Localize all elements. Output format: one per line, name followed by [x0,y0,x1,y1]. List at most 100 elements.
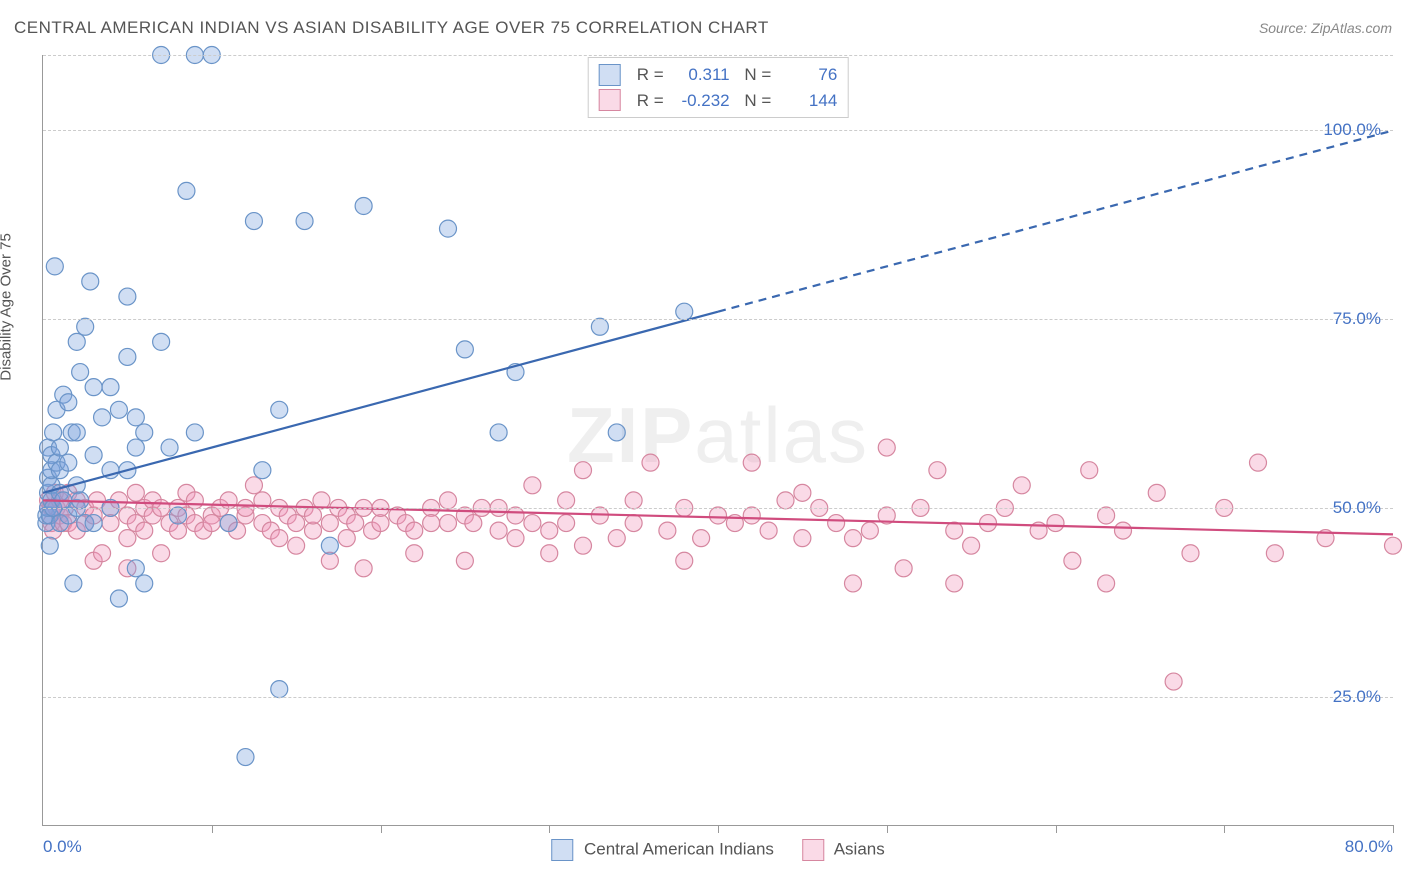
data-point [85,515,102,532]
data-point [161,439,178,456]
x-tick [1224,825,1225,833]
data-point [845,530,862,547]
data-point [1148,484,1165,501]
data-point [608,530,625,547]
legend-row-series-1: R = 0.311 N = 76 [599,62,838,88]
data-point [963,537,980,554]
data-point [1098,507,1115,524]
data-point [305,522,322,539]
data-point [440,492,457,509]
data-point [110,590,127,607]
data-point [77,318,94,335]
x-axis-max-label: 80.0% [1345,837,1393,857]
data-point [254,462,271,479]
data-point [1047,515,1064,532]
legend-item-2: Asians [802,839,885,861]
x-tick [1056,825,1057,833]
data-point [60,454,77,471]
legend-row-series-2: R = -0.232 N = 144 [599,88,838,114]
source-attribution: Source: ZipAtlas.com [1259,20,1392,36]
data-point [119,288,136,305]
data-point [170,522,187,539]
gridline-h [43,319,1393,320]
data-point [465,515,482,532]
data-point [575,462,592,479]
y-axis-label: Disability Age Over 75 [0,233,15,381]
title-bar: CENTRAL AMERICAN INDIAN VS ASIAN DISABIL… [14,18,1392,38]
data-point [794,530,811,547]
regression-line [43,312,718,493]
data-point [186,424,203,441]
data-point [558,492,575,509]
data-point [895,560,912,577]
data-point [440,220,457,237]
legend-swatch-1 [599,64,621,86]
data-point [136,575,153,592]
data-point [178,182,195,199]
n-label: N = [740,88,772,114]
data-point [541,545,558,562]
data-point [245,213,262,230]
gridline-h [43,130,1393,131]
data-point [878,439,895,456]
data-point [608,424,625,441]
data-point [1013,477,1030,494]
data-point [524,477,541,494]
gridline-h [43,697,1393,698]
data-point [51,439,68,456]
data-point [625,515,642,532]
x-axis-min-label: 0.0% [43,837,82,857]
legend-label-1: Central American Indians [584,839,774,858]
data-point [355,560,372,577]
x-tick [718,825,719,833]
chart-title: CENTRAL AMERICAN INDIAN VS ASIAN DISABIL… [14,18,769,38]
data-point [127,560,144,577]
gridline-h [43,55,1393,56]
data-point [558,515,575,532]
data-point [1250,454,1267,471]
data-point [296,213,313,230]
data-point [1385,537,1402,554]
data-point [845,575,862,592]
data-point [1098,575,1115,592]
data-point [65,575,82,592]
x-tick [887,825,888,833]
data-point [85,379,102,396]
data-point [153,333,170,350]
chart-svg [43,55,1393,825]
data-point [642,454,659,471]
data-point [41,537,58,554]
data-point [186,492,203,509]
x-tick [1393,825,1394,833]
data-point [355,197,372,214]
data-point [127,439,144,456]
r-value-2: -0.232 [674,88,730,114]
data-point [676,552,693,569]
data-point [288,537,305,554]
x-tick [381,825,382,833]
data-point [305,507,322,524]
r-label: R = [637,88,664,114]
data-point [271,530,288,547]
data-point [1266,545,1283,562]
data-point [245,477,262,494]
data-point [828,515,845,532]
data-point [220,492,237,509]
data-point [1182,545,1199,562]
data-point [659,522,676,539]
data-point [490,522,507,539]
data-point [743,454,760,471]
data-point [575,537,592,554]
legend-swatch-2 [599,89,621,111]
data-point [490,424,507,441]
data-point [693,530,710,547]
data-point [271,681,288,698]
data-point [119,530,136,547]
data-point [153,545,170,562]
data-point [321,515,338,532]
legend-label-2: Asians [834,839,885,858]
data-point [507,507,524,524]
data-point [321,552,338,569]
y-tick-label: 50.0% [1333,498,1381,518]
data-point [440,515,457,532]
